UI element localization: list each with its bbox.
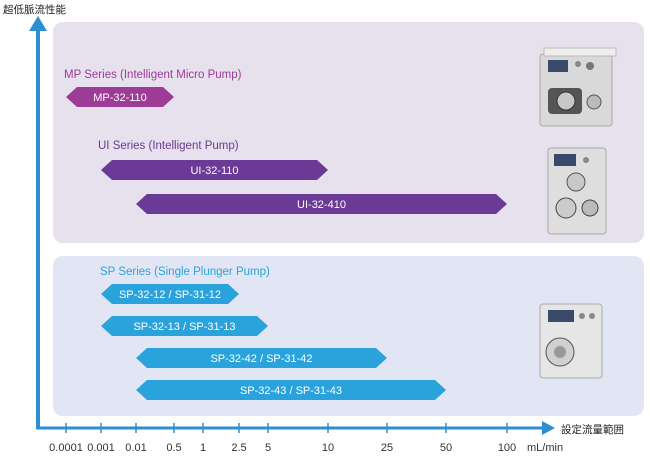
x-axis-ticks: 0.0001 0.001 0.01 0.5 1 2.5 5 10 25 50 100 bbox=[49, 423, 516, 454]
x-tick-label: 100 bbox=[498, 442, 516, 454]
x-tick-label: 50 bbox=[440, 442, 452, 454]
x-tick-label: 5 bbox=[265, 442, 271, 454]
x-tick-label: 2.5 bbox=[231, 442, 246, 454]
range-bar-label: SP-32-12 / SP-31-12 bbox=[119, 289, 221, 301]
x-tick-label: 25 bbox=[381, 442, 393, 454]
range-bar-label: UI-32-110 bbox=[190, 165, 238, 177]
pump-image-ui bbox=[547, 147, 607, 235]
range-bar bbox=[136, 380, 446, 400]
range-bar-label: SP-32-43 / SP-31-43 bbox=[240, 385, 342, 397]
range-bar-label: MP-32-110 bbox=[93, 92, 147, 104]
panel-purple bbox=[53, 22, 644, 243]
series-title: MP Series (Intelligent Micro Pump) bbox=[64, 69, 242, 81]
x-tick-label: 0.01 bbox=[125, 442, 146, 454]
y-axis-label: 超低脈流性能 bbox=[3, 3, 66, 16]
range-bar bbox=[136, 194, 507, 214]
range-bar bbox=[101, 316, 268, 336]
x-axis-unit: mL/min bbox=[527, 442, 563, 454]
range-bar-label: SP-32-13 / SP-31-13 bbox=[133, 321, 235, 333]
range-bar-label: UI-32-410 bbox=[297, 199, 346, 211]
x-tick-label: 0.001 bbox=[87, 442, 115, 454]
x-tick-label: 0.0001 bbox=[49, 442, 83, 454]
x-axis-arrow bbox=[542, 421, 555, 435]
range-bar bbox=[136, 348, 387, 368]
y-axis-arrow bbox=[29, 16, 47, 31]
series-title: SP Series (Single Plunger Pump) bbox=[100, 266, 270, 278]
x-tick-label: 0.5 bbox=[166, 442, 181, 454]
range-bar-label: SP-32-42 / SP-31-42 bbox=[210, 353, 312, 365]
range-bar bbox=[101, 284, 239, 304]
series-title: UI Series (Intelligent Pump) bbox=[98, 140, 239, 152]
range-bars: MP Series (Intelligent Micro Pump) MP-32-… bbox=[64, 69, 507, 400]
x-tick-label: 1 bbox=[200, 442, 206, 454]
pump-image-sp bbox=[539, 303, 603, 379]
range-bar bbox=[66, 87, 174, 107]
x-axis-label: 設定流量範囲 bbox=[561, 423, 624, 436]
pump-image-mp bbox=[539, 47, 617, 127]
range-bar bbox=[101, 160, 328, 180]
x-tick-label: 10 bbox=[322, 442, 334, 454]
